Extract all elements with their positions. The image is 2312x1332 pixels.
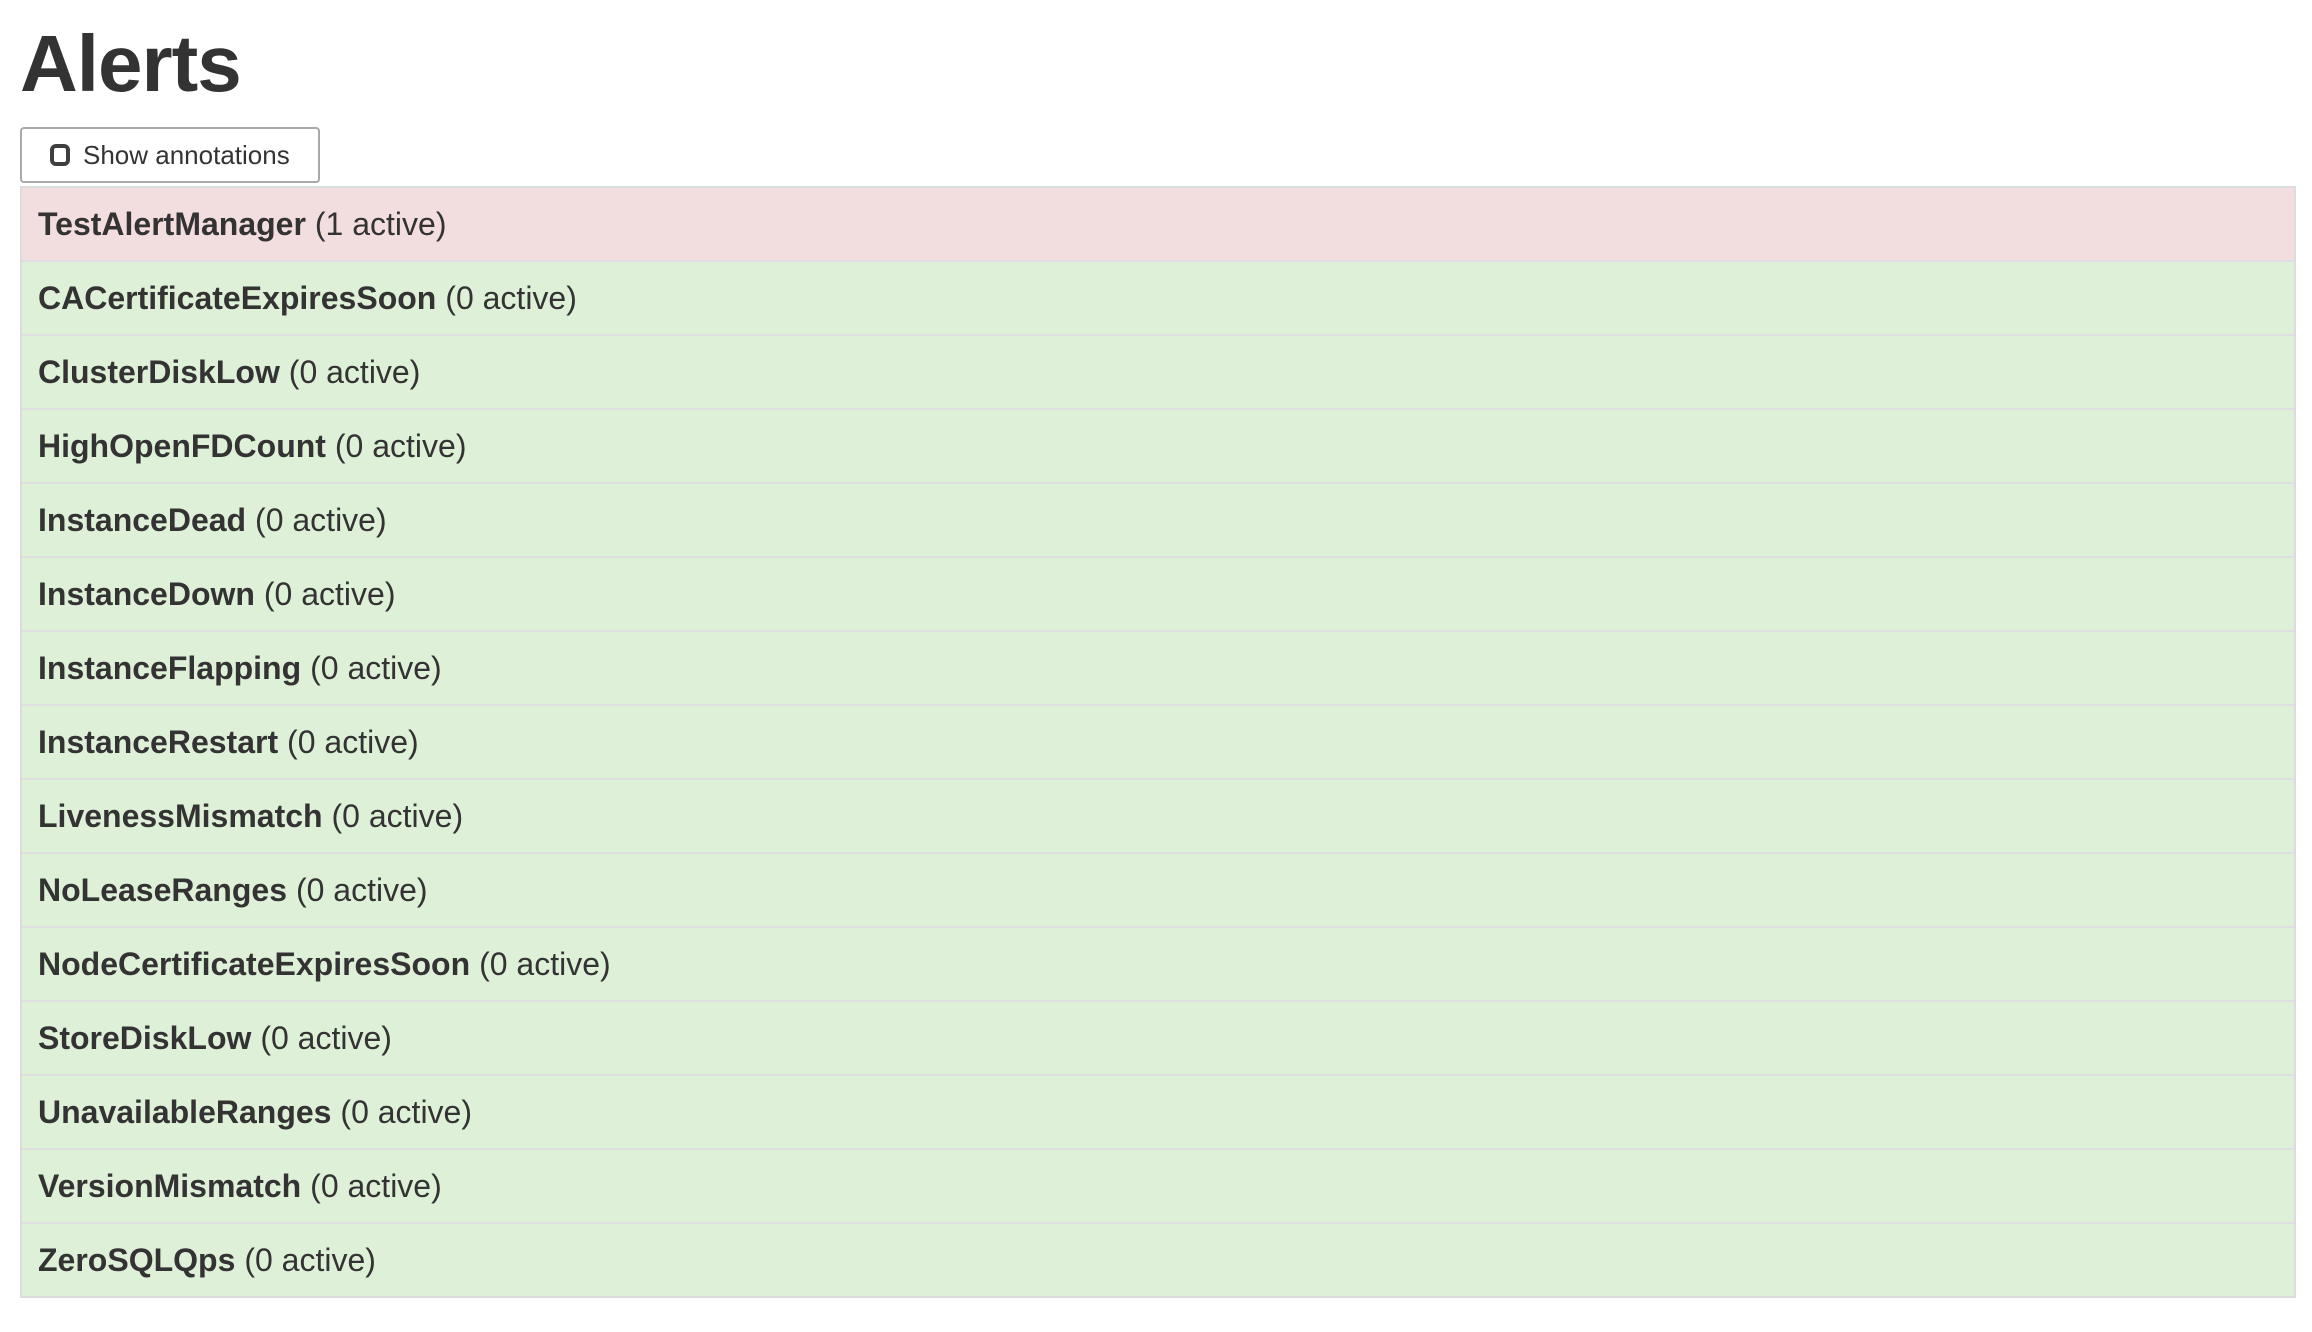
alert-active-count: (0 active) xyxy=(479,946,611,982)
alert-active-count: (0 active) xyxy=(310,1168,442,1204)
alert-name: NodeCertificateExpiresSoon xyxy=(38,946,471,982)
alert-row[interactable]: ClusterDiskLow (0 active) xyxy=(22,336,2294,410)
page-title: Alerts xyxy=(20,19,242,108)
alert-active-count: (0 active) xyxy=(260,1020,392,1056)
alerts-table: TestAlertManager (1 active) CACertificate… xyxy=(20,186,2296,1298)
alert-active-count: (0 active) xyxy=(295,872,428,908)
alert-row[interactable]: LivenessMismatch (0 active) xyxy=(22,780,2294,854)
alert-active-count: (0 active) xyxy=(445,280,577,316)
alert-name: InstanceFlapping xyxy=(38,650,302,686)
alert-active-count: (1 active) xyxy=(314,206,447,242)
alert-name: StoreDiskLow xyxy=(38,1020,252,1056)
alert-name: UnavailableRanges xyxy=(38,1094,332,1130)
alert-active-count: (0 active) xyxy=(263,576,396,612)
alert-active-count: (0 active) xyxy=(288,354,421,390)
alert-name: InstanceDown xyxy=(38,576,255,612)
show-annotations-label: Show annotations xyxy=(83,139,290,170)
alert-row[interactable]: HighOpenFDCount (0 active) xyxy=(22,410,2294,484)
alert-name: LivenessMismatch xyxy=(38,798,323,834)
alert-name: HighOpenFDCount xyxy=(38,428,326,464)
alert-active-count: (0 active) xyxy=(331,798,464,834)
alert-name: ZeroSQLQps xyxy=(38,1242,236,1278)
alert-row[interactable]: VersionMismatch (0 active) xyxy=(22,1150,2294,1224)
alert-row[interactable]: ZeroSQLQps (0 active) xyxy=(22,1224,2294,1296)
alert-row[interactable]: NoLeaseRanges (0 active) xyxy=(22,854,2294,928)
alert-name: VersionMismatch xyxy=(38,1168,302,1204)
alert-active-count: (0 active) xyxy=(310,650,442,686)
checkbox-unchecked-icon[interactable] xyxy=(50,144,70,166)
alert-active-count: (0 active) xyxy=(287,724,419,760)
alert-row[interactable]: InstanceFlapping (0 active) xyxy=(22,632,2294,706)
alert-row[interactable]: InstanceDown (0 active) xyxy=(22,558,2294,632)
alert-active-count: (0 active) xyxy=(334,428,467,464)
alert-name: InstanceRestart xyxy=(38,724,279,760)
alert-name: NoLeaseRanges xyxy=(38,872,287,908)
alert-row[interactable]: InstanceDead (0 active) xyxy=(22,484,2294,558)
alert-name: InstanceDead xyxy=(38,502,247,538)
alert-name: TestAlertManager xyxy=(38,206,306,242)
alert-active-count: (0 active) xyxy=(244,1242,376,1278)
alert-row[interactable]: StoreDiskLow (0 active) xyxy=(22,1002,2294,1076)
alert-row[interactable]: NodeCertificateExpiresSoon (0 active) xyxy=(22,928,2294,1002)
alert-row[interactable]: InstanceRestart (0 active) xyxy=(22,706,2294,780)
alert-row[interactable]: CACertificateExpiresSoon (0 active) xyxy=(22,262,2294,336)
alert-row[interactable]: UnavailableRanges (0 active) xyxy=(22,1076,2294,1150)
alert-row[interactable]: TestAlertManager (1 active) xyxy=(22,188,2294,262)
alert-name: CACertificateExpiresSoon xyxy=(38,280,437,316)
show-annotations-button[interactable]: Show annotations xyxy=(20,127,320,183)
alert-name: ClusterDiskLow xyxy=(38,354,280,390)
alert-active-count: (0 active) xyxy=(340,1094,472,1130)
alert-active-count: (0 active) xyxy=(255,502,387,538)
